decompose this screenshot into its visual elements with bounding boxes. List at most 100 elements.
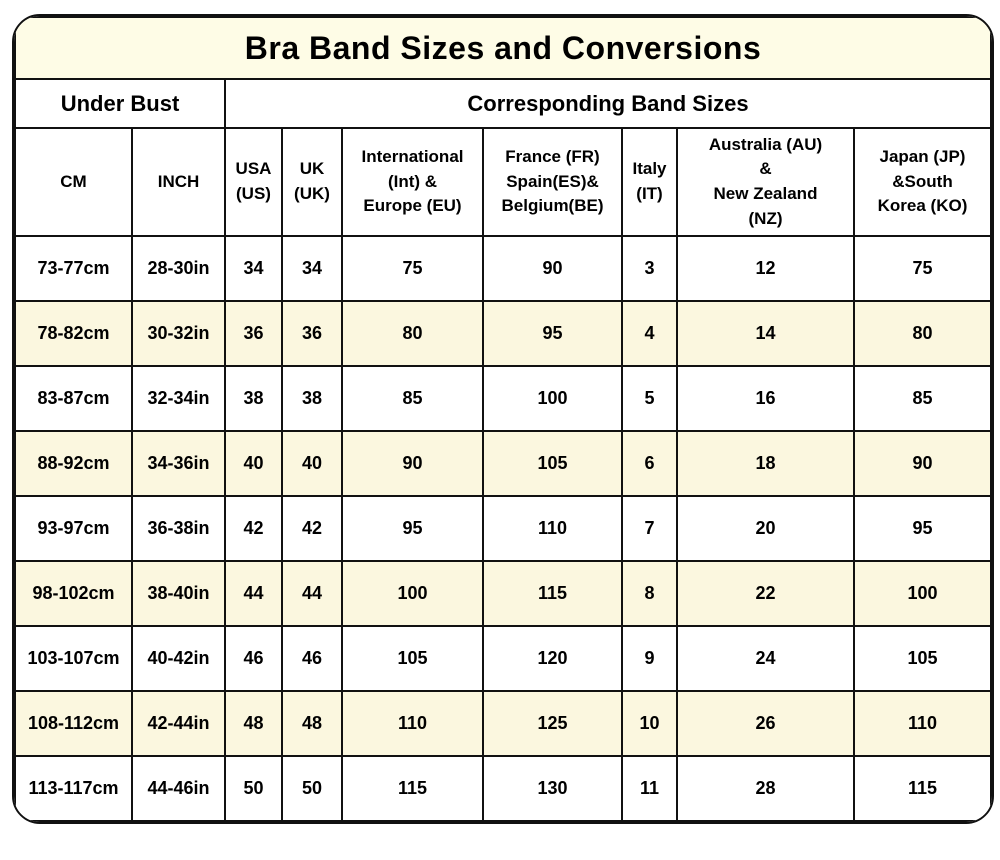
- cell: 78-82cm: [14, 300, 133, 367]
- cell: 7: [621, 495, 678, 562]
- cell: 32-34in: [131, 365, 226, 432]
- title-row: Bra Band Sizes and Conversions: [14, 16, 992, 80]
- cell: 100: [482, 365, 623, 432]
- cell: 36-38in: [131, 495, 226, 562]
- cell: 44-46in: [131, 755, 226, 822]
- cell: 11: [621, 755, 678, 822]
- column-header-inch: INCH: [131, 127, 226, 237]
- column-header-row: CM INCH USA (US) UK (UK) International (…: [14, 127, 992, 237]
- column-header-australia-nz: Australia (AU) & New Zealand (NZ): [676, 127, 855, 237]
- table-row: 83-87cm 32-34in 38 38 85 100 5 16 85: [14, 365, 992, 432]
- cell: 115: [853, 755, 992, 822]
- cell: 75: [341, 235, 484, 302]
- table-row: 78-82cm 30-32in 36 36 80 95 4 14 80: [14, 300, 992, 367]
- cell: 30-32in: [131, 300, 226, 367]
- cell: 38-40in: [131, 560, 226, 627]
- cell: 44: [281, 560, 343, 627]
- cell: 95: [341, 495, 484, 562]
- cell: 90: [341, 430, 484, 497]
- table-row: 98-102cm 38-40in 44 44 100 115 8 22 100: [14, 560, 992, 627]
- cell: 14: [676, 300, 855, 367]
- cell: 85: [341, 365, 484, 432]
- cell: 88-92cm: [14, 430, 133, 497]
- cell: 80: [341, 300, 484, 367]
- cell: 8: [621, 560, 678, 627]
- cell: 105: [482, 430, 623, 497]
- cell: 100: [341, 560, 484, 627]
- cell: 110: [341, 690, 484, 757]
- column-header-usa: USA (US): [224, 127, 283, 237]
- cell: 110: [853, 690, 992, 757]
- cell: 48: [224, 690, 283, 757]
- cell: 110: [482, 495, 623, 562]
- cell: 50: [281, 755, 343, 822]
- cell: 22: [676, 560, 855, 627]
- cell: 46: [281, 625, 343, 692]
- cell: 120: [482, 625, 623, 692]
- cell: 42-44in: [131, 690, 226, 757]
- size-conversion-table: Bra Band Sizes and Conversions Under Bus…: [14, 16, 992, 822]
- group-header-band-sizes: Corresponding Band Sizes: [224, 78, 992, 129]
- cell: 36: [224, 300, 283, 367]
- cell: 5: [621, 365, 678, 432]
- cell: 6: [621, 430, 678, 497]
- cell: 3: [621, 235, 678, 302]
- cell: 95: [853, 495, 992, 562]
- cell: 95: [482, 300, 623, 367]
- chart-title: Bra Band Sizes and Conversions: [14, 16, 992, 80]
- cell: 75: [853, 235, 992, 302]
- cell: 24: [676, 625, 855, 692]
- group-header-under-bust: Under Bust: [14, 78, 226, 129]
- cell: 103-107cm: [14, 625, 133, 692]
- table-row: 108-112cm 42-44in 48 48 110 125 10 26 110: [14, 690, 992, 757]
- cell: 16: [676, 365, 855, 432]
- column-header-cm: CM: [14, 127, 133, 237]
- cell: 36: [281, 300, 343, 367]
- table-row: 93-97cm 36-38in 42 42 95 110 7 20 95: [14, 495, 992, 562]
- cell: 9: [621, 625, 678, 692]
- cell: 34: [224, 235, 283, 302]
- cell: 73-77cm: [14, 235, 133, 302]
- cell: 40-42in: [131, 625, 226, 692]
- table-row: 88-92cm 34-36in 40 40 90 105 6 18 90: [14, 430, 992, 497]
- cell: 44: [224, 560, 283, 627]
- column-header-japan-korea: Japan (JP) &South Korea (KO): [853, 127, 992, 237]
- group-header-row: Under Bust Corresponding Band Sizes: [14, 78, 992, 129]
- cell: 100: [853, 560, 992, 627]
- table-row: 103-107cm 40-42in 46 46 105 120 9 24 105: [14, 625, 992, 692]
- cell: 38: [281, 365, 343, 432]
- cell: 125: [482, 690, 623, 757]
- cell: 115: [482, 560, 623, 627]
- table-row: 113-117cm 44-46in 50 50 115 130 11 28 115: [14, 755, 992, 822]
- cell: 42: [281, 495, 343, 562]
- cell: 34-36in: [131, 430, 226, 497]
- size-conversion-chart: Bra Band Sizes and Conversions Under Bus…: [12, 14, 994, 824]
- cell: 108-112cm: [14, 690, 133, 757]
- cell: 46: [224, 625, 283, 692]
- cell: 83-87cm: [14, 365, 133, 432]
- cell: 40: [224, 430, 283, 497]
- cell: 105: [853, 625, 992, 692]
- column-header-uk: UK (UK): [281, 127, 343, 237]
- table-body: 73-77cm 28-30in 34 34 75 90 3 12 75 78-82cm 30-32i…: [14, 235, 992, 822]
- cell: 130: [482, 755, 623, 822]
- cell: 113-117cm: [14, 755, 133, 822]
- cell: 18: [676, 430, 855, 497]
- cell: 48: [281, 690, 343, 757]
- cell: 10: [621, 690, 678, 757]
- cell: 38: [224, 365, 283, 432]
- cell: 98-102cm: [14, 560, 133, 627]
- cell: 42: [224, 495, 283, 562]
- cell: 40: [281, 430, 343, 497]
- table-row: 73-77cm 28-30in 34 34 75 90 3 12 75: [14, 235, 992, 302]
- cell: 105: [341, 625, 484, 692]
- cell: 34: [281, 235, 343, 302]
- column-header-international-europe: International (Int) & Europe (EU): [341, 127, 484, 237]
- cell: 90: [853, 430, 992, 497]
- cell: 4: [621, 300, 678, 367]
- cell: 90: [482, 235, 623, 302]
- cell: 115: [341, 755, 484, 822]
- cell: 80: [853, 300, 992, 367]
- cell: 85: [853, 365, 992, 432]
- cell: 20: [676, 495, 855, 562]
